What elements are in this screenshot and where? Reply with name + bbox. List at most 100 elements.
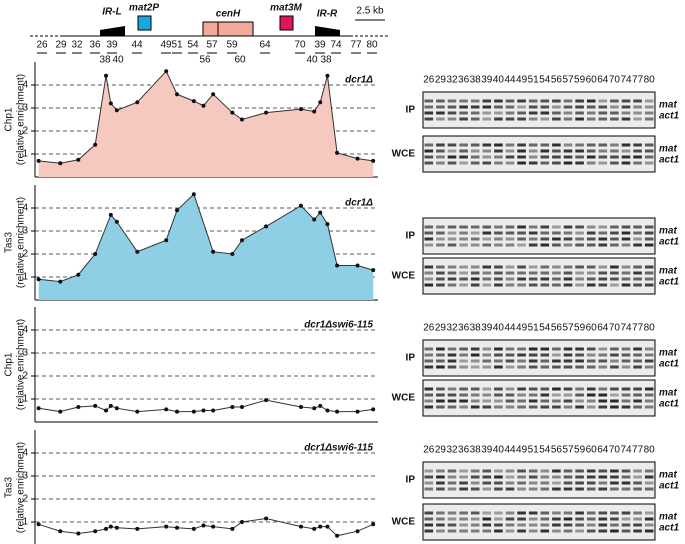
lane-label: 26 [423,75,435,86]
probe-label: 77 [350,40,362,51]
point [164,238,169,243]
gel-band [621,365,631,369]
point [318,403,323,408]
gel-band [586,405,596,409]
gel-band [621,149,631,153]
point [201,103,206,108]
gel-band [633,161,642,165]
gel-band [459,283,468,287]
point [264,110,269,115]
lane-label: 49 [516,445,528,456]
gel-band [470,283,480,287]
gel-band [598,387,608,391]
mat2p-box [137,15,152,31]
gel-band [610,523,619,527]
gel-band [563,347,573,351]
gel-band [459,237,468,241]
gel-band [459,487,468,491]
gel-band [540,347,550,351]
point [211,408,216,413]
gel-band [436,347,445,351]
gel-band [575,155,584,159]
point [76,531,81,536]
gel-band [563,353,573,357]
gel-box [422,135,656,173]
lane-label: 54 [539,445,551,456]
gel-band [540,111,550,115]
gel-band [482,399,492,403]
gel-band [424,265,434,269]
gel-band [644,155,654,159]
gel-band [424,231,434,235]
gel-band [447,475,457,479]
gel-band [552,511,561,515]
gel-band [575,117,584,121]
gel-band [540,469,550,473]
lane-label: 29 [435,445,447,456]
gel-band [459,243,468,247]
gel-band [424,161,434,165]
gel-band [644,387,654,391]
gel-band [610,117,619,121]
lane-label: 32 [446,445,458,456]
gel-band [528,347,538,351]
gel-band [586,243,596,247]
y-axis-label: (relative enrichment) [16,319,27,410]
gel-band [633,511,642,515]
gel-band [644,271,654,275]
point [211,92,216,97]
gel-band [586,387,596,391]
gel-band [482,365,492,369]
point [298,524,303,529]
gel-band [575,481,584,485]
gel-band [459,99,468,103]
gel-band [563,481,573,485]
gel-band [482,353,492,357]
gel-band [447,161,457,165]
y-tick-label: 4 [22,448,28,459]
gel-band [517,283,526,287]
point [371,407,376,412]
y-tick-label: 4 [22,80,28,91]
gel-band [494,399,503,403]
gel-band [436,511,445,515]
gel-band [586,105,596,109]
y-tick-label: 2 [22,249,28,260]
gel-band [424,523,434,527]
gel-band [447,529,457,533]
gel-band [610,481,619,485]
gel-band [459,149,468,153]
lane-label: 32 [446,323,458,334]
gel-band [459,399,468,403]
gel-band [563,359,573,363]
gel-band [598,487,608,491]
y-tick-label: 4 [22,203,28,214]
gel-band [470,399,480,403]
gel-band [436,365,445,369]
gel-band [598,529,608,533]
gel-band [633,405,642,409]
line [38,518,374,537]
gel-band [436,149,445,153]
gel-band [598,117,608,121]
gel-band [494,117,503,121]
gel-band [540,265,550,269]
gel-band [470,365,480,369]
gel-band [482,475,492,479]
gel-band [598,469,608,473]
point [230,252,235,256]
gel-band [610,143,619,147]
gel-band [540,143,550,147]
gel-band [540,523,550,527]
gel-band [459,117,468,121]
point [164,407,169,412]
gel-band [494,469,503,473]
gel-band [552,117,561,121]
gel-band [436,487,445,491]
gel-band [552,405,561,409]
gel-band [528,237,538,241]
point [191,192,196,197]
gel-band [424,155,434,159]
lane-label: 44 [504,75,516,86]
gel-band [575,143,584,147]
